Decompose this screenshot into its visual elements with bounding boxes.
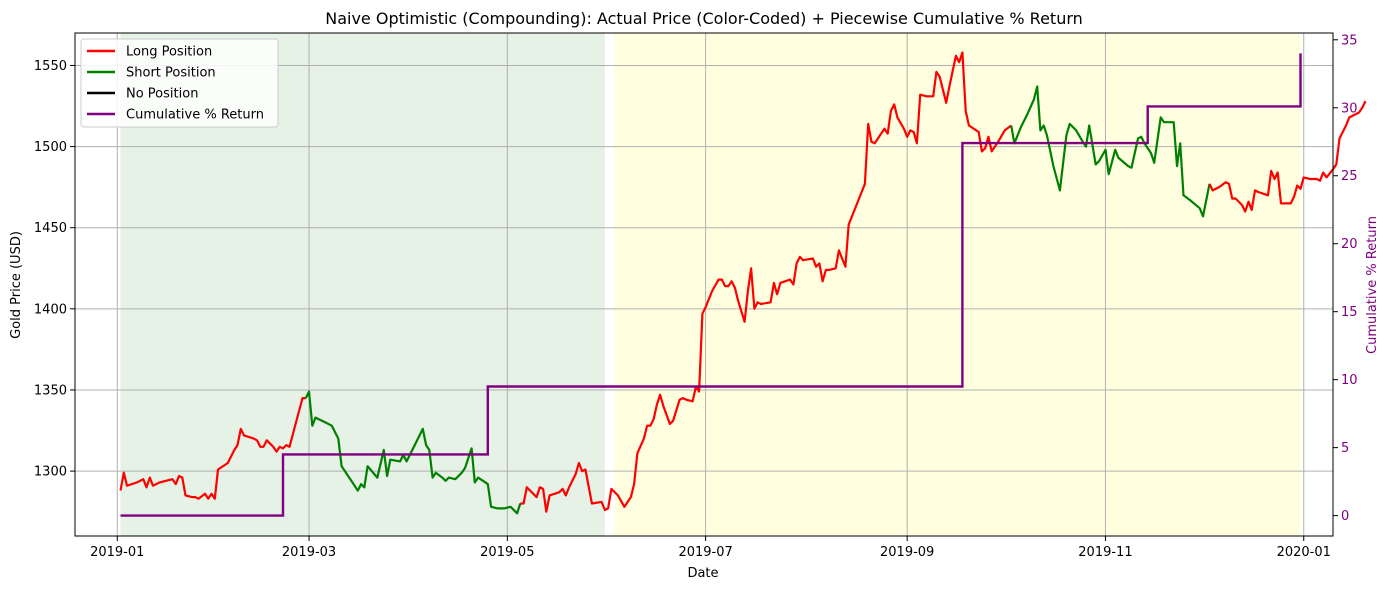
chart-title: Naive Optimistic (Compounding): Actual P… <box>325 9 1083 28</box>
plot-frame <box>74 32 1334 537</box>
shaded-region-1 <box>614 33 1301 536</box>
y2-tick-label: 0 <box>1341 509 1349 524</box>
legend-entry-label: Cumulative % Return <box>126 108 264 123</box>
y-tick-label: 1500 <box>34 140 67 155</box>
price-line-long-0 <box>119 397 306 500</box>
x-tick-label: 2020-01 <box>1277 545 1331 560</box>
y2-axis-label: Cumulative % Return <box>1365 216 1380 354</box>
x-axis-ticks: 2019-01 2019-03 2019-05 2019-07 2019-09 2019-… <box>90 536 1331 560</box>
y-tick-label: 1400 <box>34 302 67 317</box>
y-tick-label: 1450 <box>34 221 67 236</box>
y-tick-label: 1550 <box>34 59 67 74</box>
price-line-short-3 <box>1010 85 1211 218</box>
y2-tick-label: 35 <box>1341 33 1358 48</box>
y-tick-label: 1350 <box>34 383 67 398</box>
x-tick-label: 2019-05 <box>480 545 534 560</box>
x-tick-label: 2019-11 <box>1078 545 1132 560</box>
x-tick-label: 2019-07 <box>678 545 732 560</box>
y2-tick-label: 25 <box>1341 169 1358 184</box>
y2-tick-label: 30 <box>1341 101 1358 116</box>
legend: Long Position Short Position No Position Cu… <box>80 38 279 128</box>
y-axis-label: Gold Price (USD) <box>9 231 24 339</box>
y-tick-label: 1300 <box>34 465 67 480</box>
shaded-regions <box>120 33 1301 536</box>
x-axis-label: Date <box>687 566 718 581</box>
price-line-long-4 <box>1208 100 1367 213</box>
legend-entry-label: Long Position <box>126 45 212 60</box>
price-line-short-1 <box>304 390 522 515</box>
x-tick-label: 2019-09 <box>880 545 934 560</box>
legend-entry-label: Short Position <box>126 66 216 81</box>
cumulative-return-line <box>120 53 1302 517</box>
legend-box <box>80 38 279 128</box>
y-axis-ticks: 1300 1350 1400 1450 1500 1550 <box>34 59 75 480</box>
price-series <box>119 51 1367 515</box>
y2-tick-label: 15 <box>1341 305 1358 320</box>
y2-axis-ticks: 0 5 10 15 20 25 30 35 <box>1333 33 1358 524</box>
x-tick-label: 2019-01 <box>90 545 144 560</box>
x-tick-label: 2019-03 <box>282 545 336 560</box>
y2-tick-label: 20 <box>1341 237 1358 252</box>
price-line-long-2 <box>520 51 1012 513</box>
y2-tick-label: 10 <box>1341 373 1358 388</box>
cumulative-return-series <box>120 53 1302 517</box>
legend-entry-label: No Position <box>126 87 198 102</box>
y2-tick-label: 5 <box>1341 441 1349 456</box>
